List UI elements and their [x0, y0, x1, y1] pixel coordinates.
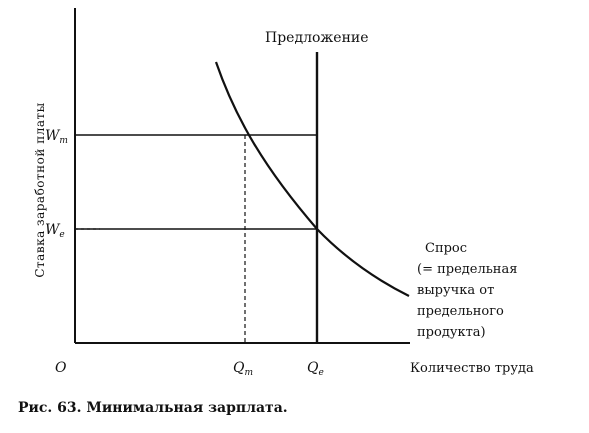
y-axis-label: Ставка заработной платы [33, 102, 47, 277]
y-tick-we-main: W [45, 222, 61, 238]
x-tick-qm-main: Q [233, 360, 245, 376]
x-axis-label: Количество труда [410, 361, 534, 376]
demand-label: Спрос (= предельная выручка от предельно… [417, 241, 522, 340]
x-tick-qm: Qm [233, 360, 253, 378]
demand-label-line: выручка от [417, 283, 494, 298]
x-tick-qm-sub: m [244, 368, 253, 378]
y-tick-wm-main: W [45, 128, 61, 144]
y-tick-we-sub: e [59, 230, 64, 240]
demand-curve [214, 61, 410, 297]
x-tick-qe-main: Q [307, 360, 319, 376]
demand-label-line: Спрос [425, 241, 467, 256]
supply-label: Предложение [265, 30, 369, 46]
x-tick-qe: Qe [307, 360, 324, 378]
demand-label-line: продукта) [417, 325, 486, 340]
demand-label-line: предельного [417, 304, 504, 319]
y-tick-we: We [45, 222, 65, 240]
y-tick-wm-sub: m [59, 136, 68, 146]
y-tick-wm: Wm [45, 128, 68, 146]
demand-label-line: (= предельная [417, 262, 517, 277]
origin-label: O [55, 360, 67, 376]
x-tick-qe-sub: e [318, 368, 323, 378]
figure-caption: Рис. 63. Минимальная зарплата. [18, 400, 288, 416]
